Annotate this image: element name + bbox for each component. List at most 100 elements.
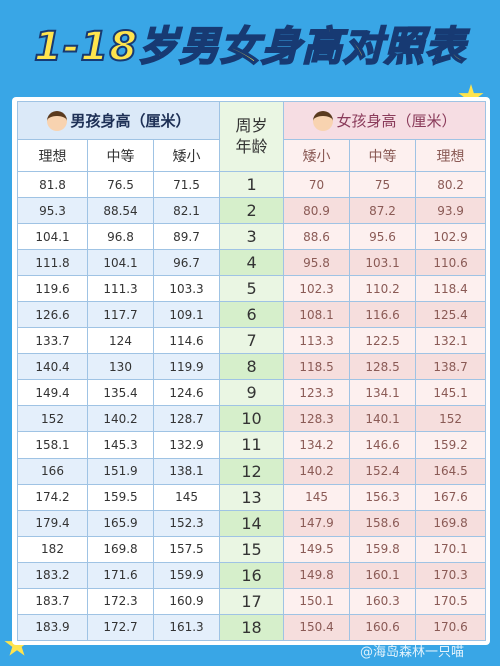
boy-height: 161.3	[152, 613, 221, 642]
boy-height: 183.2	[17, 561, 88, 589]
age: 11	[219, 431, 285, 459]
age-heading: 周岁年龄	[219, 101, 285, 172]
girls-heading: 女孩身高（厘米）	[283, 101, 487, 140]
boy-height-text: 119.9	[169, 359, 204, 374]
boy-height: 159.5	[87, 483, 154, 511]
girl-height-text: 160.3	[365, 594, 400, 609]
boy-height: 179.4	[17, 509, 88, 537]
girl-height: 158.6	[349, 509, 417, 537]
boy-height-text: 96.8	[107, 229, 134, 244]
boy-height: 171.6	[87, 561, 154, 589]
girl-height-text: 147.9	[299, 516, 334, 531]
boy-height: 119.6	[17, 275, 88, 303]
boy-height-text: 135.4	[103, 385, 138, 400]
boy-height-text: 171.6	[103, 568, 138, 583]
girl-height: 169.8	[415, 509, 487, 537]
boy-height-text: 82.1	[173, 203, 200, 218]
boy-height: 166	[17, 457, 88, 485]
girl-height-text: 159.8	[365, 542, 400, 557]
girl-height-text: 95.8	[303, 255, 330, 270]
girl-height-text: 75	[374, 177, 391, 192]
girl-height-text: 149.5	[299, 542, 334, 557]
age-text: 17	[241, 591, 262, 611]
age: 10	[219, 405, 285, 433]
girls-column-label-text: 矮小	[302, 148, 331, 165]
boy-height-text: 71.5	[173, 177, 200, 192]
girl-height-text: 102.3	[299, 281, 334, 296]
boy-height: 174.2	[17, 483, 88, 511]
data-row: 166 151.9 138.1 12 140.2 152.4 164.5	[17, 457, 487, 485]
boy-height-text: 111.8	[35, 255, 70, 270]
girl-height: 160.1	[349, 561, 417, 589]
boy-height: 132.9	[152, 431, 221, 459]
age: 2	[219, 197, 285, 225]
age: 4	[219, 249, 285, 277]
age: 17	[219, 587, 285, 615]
girl-height: 138.7	[415, 353, 487, 381]
girl-height-text: 170.5	[433, 594, 468, 609]
boy-height: 109.1	[152, 301, 221, 329]
boy-height: 126.6	[17, 301, 88, 329]
boy-height-text: 165.9	[103, 516, 138, 531]
girl-height: 87.2	[349, 197, 417, 225]
boy-height: 124	[87, 327, 154, 355]
boy-height-text: 104.1	[103, 255, 138, 270]
girl-height: 164.5	[415, 457, 487, 485]
girl-height: 80.9	[283, 197, 351, 225]
boy-height-text: 130	[109, 359, 132, 374]
age-text: 13	[241, 487, 262, 507]
boy-height: 152	[17, 405, 88, 433]
girl-height: 125.4	[415, 301, 487, 329]
girl-height-text: 138.7	[433, 359, 468, 374]
girl-height-text: 80.2	[437, 177, 464, 192]
boy-height-text: 159.5	[103, 490, 138, 505]
girl-height: 118.4	[415, 275, 487, 303]
age: 16	[219, 561, 285, 589]
age: 8	[219, 353, 285, 381]
boy-height: 124.6	[152, 379, 221, 407]
data-row: 183.7 172.3 160.9 17 150.1 160.3 170.5	[17, 587, 487, 615]
boy-height: 88.54	[87, 197, 154, 225]
girl-height: 156.3	[349, 483, 417, 511]
boy-height: 182	[17, 535, 88, 563]
boy-height-text: 132.9	[169, 437, 204, 452]
girl-height-text: 152	[439, 411, 462, 426]
data-row: 183.2 171.6 159.9 16 149.8 160.1 170.3	[17, 561, 487, 589]
boy-height-text: 95.3	[39, 203, 66, 218]
boy-height: 145	[152, 483, 221, 511]
data-row: 111.8 104.1 96.7 4 95.8 103.1 110.6	[17, 249, 487, 277]
girl-height: 170.1	[415, 535, 487, 563]
girl-height: 159.2	[415, 431, 487, 459]
boy-height-text: 174.2	[35, 490, 70, 505]
girl-height-text: 150.4	[299, 620, 334, 635]
age: 13	[219, 483, 285, 511]
girl-height-text: 170.1	[433, 542, 468, 557]
boy-height-text: 124	[109, 333, 132, 348]
data-row: 126.6 117.7 109.1 6 108.1 116.6 125.4	[17, 301, 487, 329]
girls-heading-text: 女孩身高（厘米）	[336, 111, 457, 130]
boy-height-text: 160.9	[169, 594, 204, 609]
boy-height: 183.9	[17, 613, 88, 642]
boy-height-text: 182	[41, 542, 64, 557]
girl-height-text: 156.3	[365, 490, 400, 505]
boy-height: 169.8	[87, 535, 154, 563]
boy-height-text: 157.5	[169, 542, 204, 557]
title: 1-18岁男女身高对照表	[33, 23, 467, 71]
girl-height-text: 158.6	[365, 516, 400, 531]
girl-height: 167.6	[415, 483, 487, 511]
age-text: 3	[246, 227, 257, 247]
girls-column-label-text: 中等	[368, 148, 397, 165]
boy-height: 96.7	[152, 249, 221, 277]
girl-height: 134.1	[349, 379, 417, 407]
boy-height: 111.8	[17, 249, 88, 277]
age: 15	[219, 535, 285, 563]
boy-height-text: 172.3	[103, 594, 138, 609]
age-text: 5	[246, 279, 257, 299]
boy-height: 114.6	[152, 327, 221, 355]
boy-height: 145.3	[87, 431, 154, 459]
girl-height-text: 146.6	[365, 437, 400, 452]
girl-height: 140.2	[283, 457, 351, 485]
boy-height-text: 152.3	[169, 516, 204, 531]
girl-height-text: 80.9	[303, 203, 330, 218]
